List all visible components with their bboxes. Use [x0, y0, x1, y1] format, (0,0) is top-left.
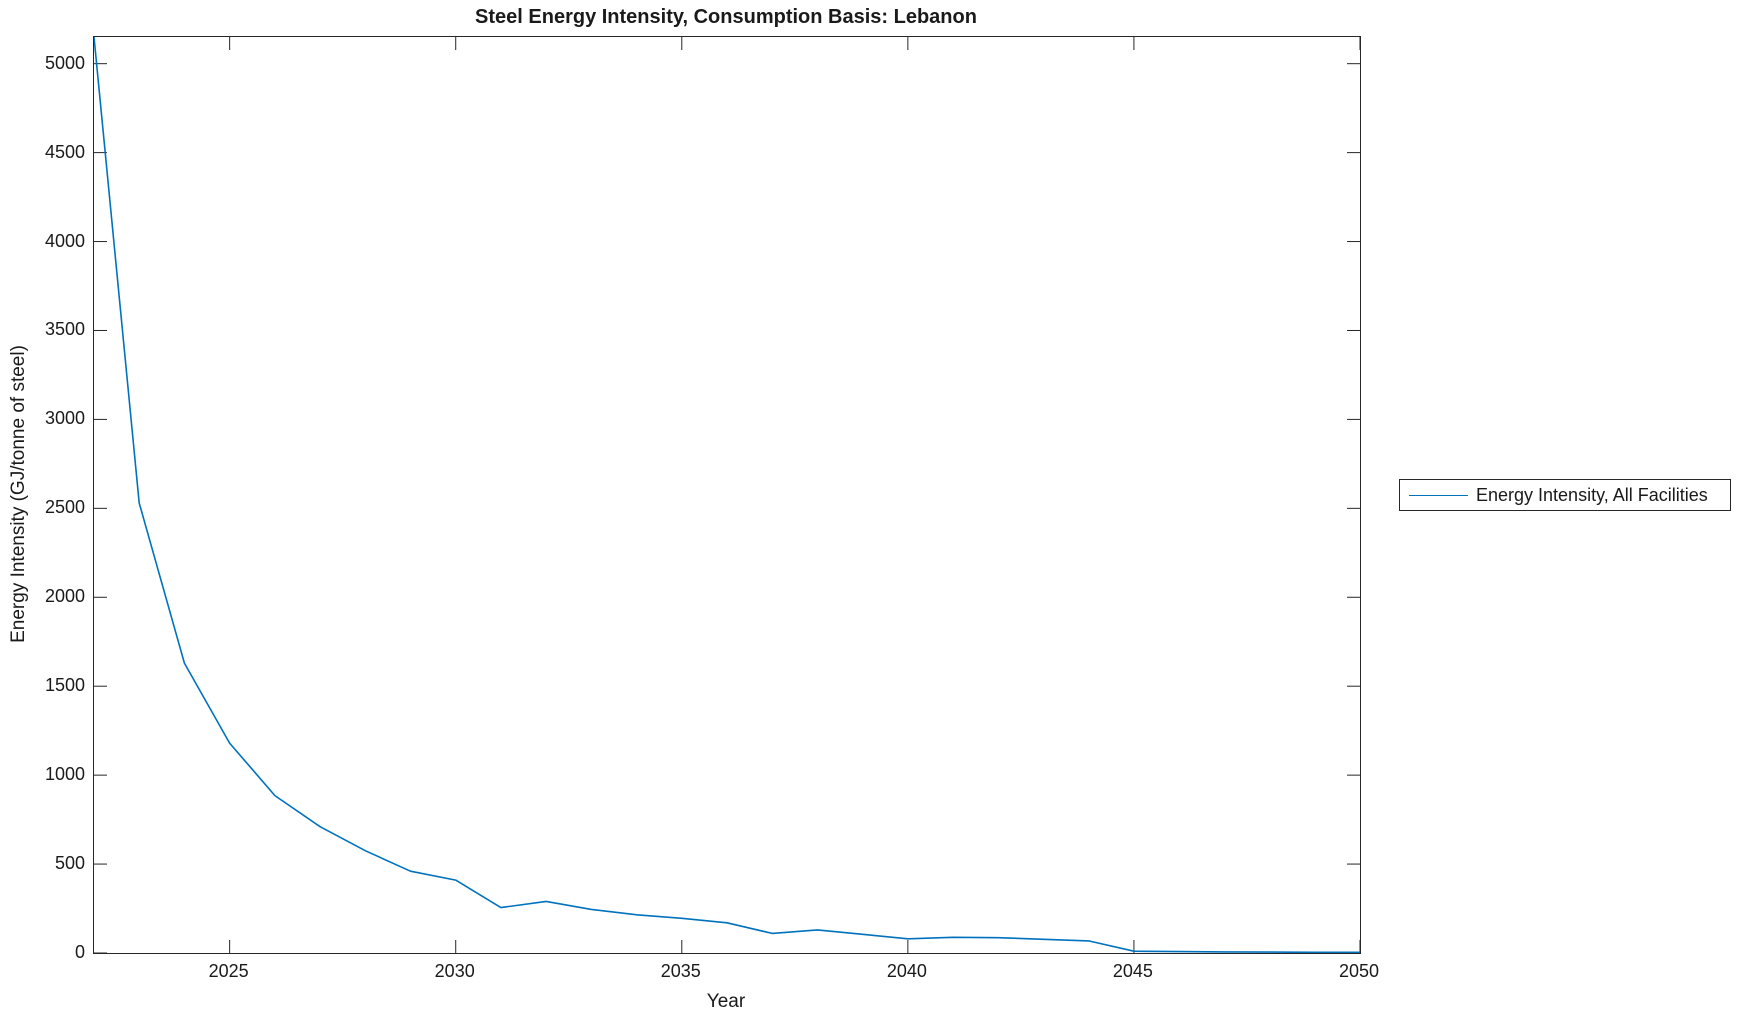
chart-title: Steel Energy Intensity, Consumption Basi…: [475, 6, 977, 28]
x-tick-label: 2035: [660, 961, 701, 981]
energy-intensity-line: [94, 37, 1360, 953]
x-tick-label: 2025: [208, 961, 249, 981]
y-tick-label: 5000: [44, 52, 85, 73]
legend-line-sample: [1409, 494, 1468, 496]
x-tick-label: 2030: [434, 961, 475, 981]
y-tick-label: 1500: [44, 675, 85, 696]
y-tick-label: 0: [74, 942, 85, 962]
y-tick-label: 3000: [44, 408, 85, 429]
y-tick-label: 1000: [44, 764, 85, 785]
plot-area: [93, 36, 1361, 954]
x-tick-label: 2040: [886, 961, 927, 981]
y-tick-label: 4500: [44, 141, 85, 162]
legend-entry-label: Energy Intensity, All Facilities: [1476, 484, 1708, 505]
y-tick-label: 500: [54, 853, 85, 874]
x-axis-label: Year: [706, 991, 746, 1012]
x-tick-label: 2045: [1112, 961, 1153, 981]
plot-canvas: [94, 37, 1360, 953]
y-tick-label: 2000: [44, 586, 85, 607]
y-tick-label: 3500: [44, 319, 85, 340]
y-tick-label: 2500: [44, 497, 85, 518]
y-tick-label: 4000: [44, 230, 85, 251]
x-tick-label: 2050: [1338, 961, 1380, 981]
legend: Energy Intensity, All Facilities: [1399, 479, 1731, 511]
